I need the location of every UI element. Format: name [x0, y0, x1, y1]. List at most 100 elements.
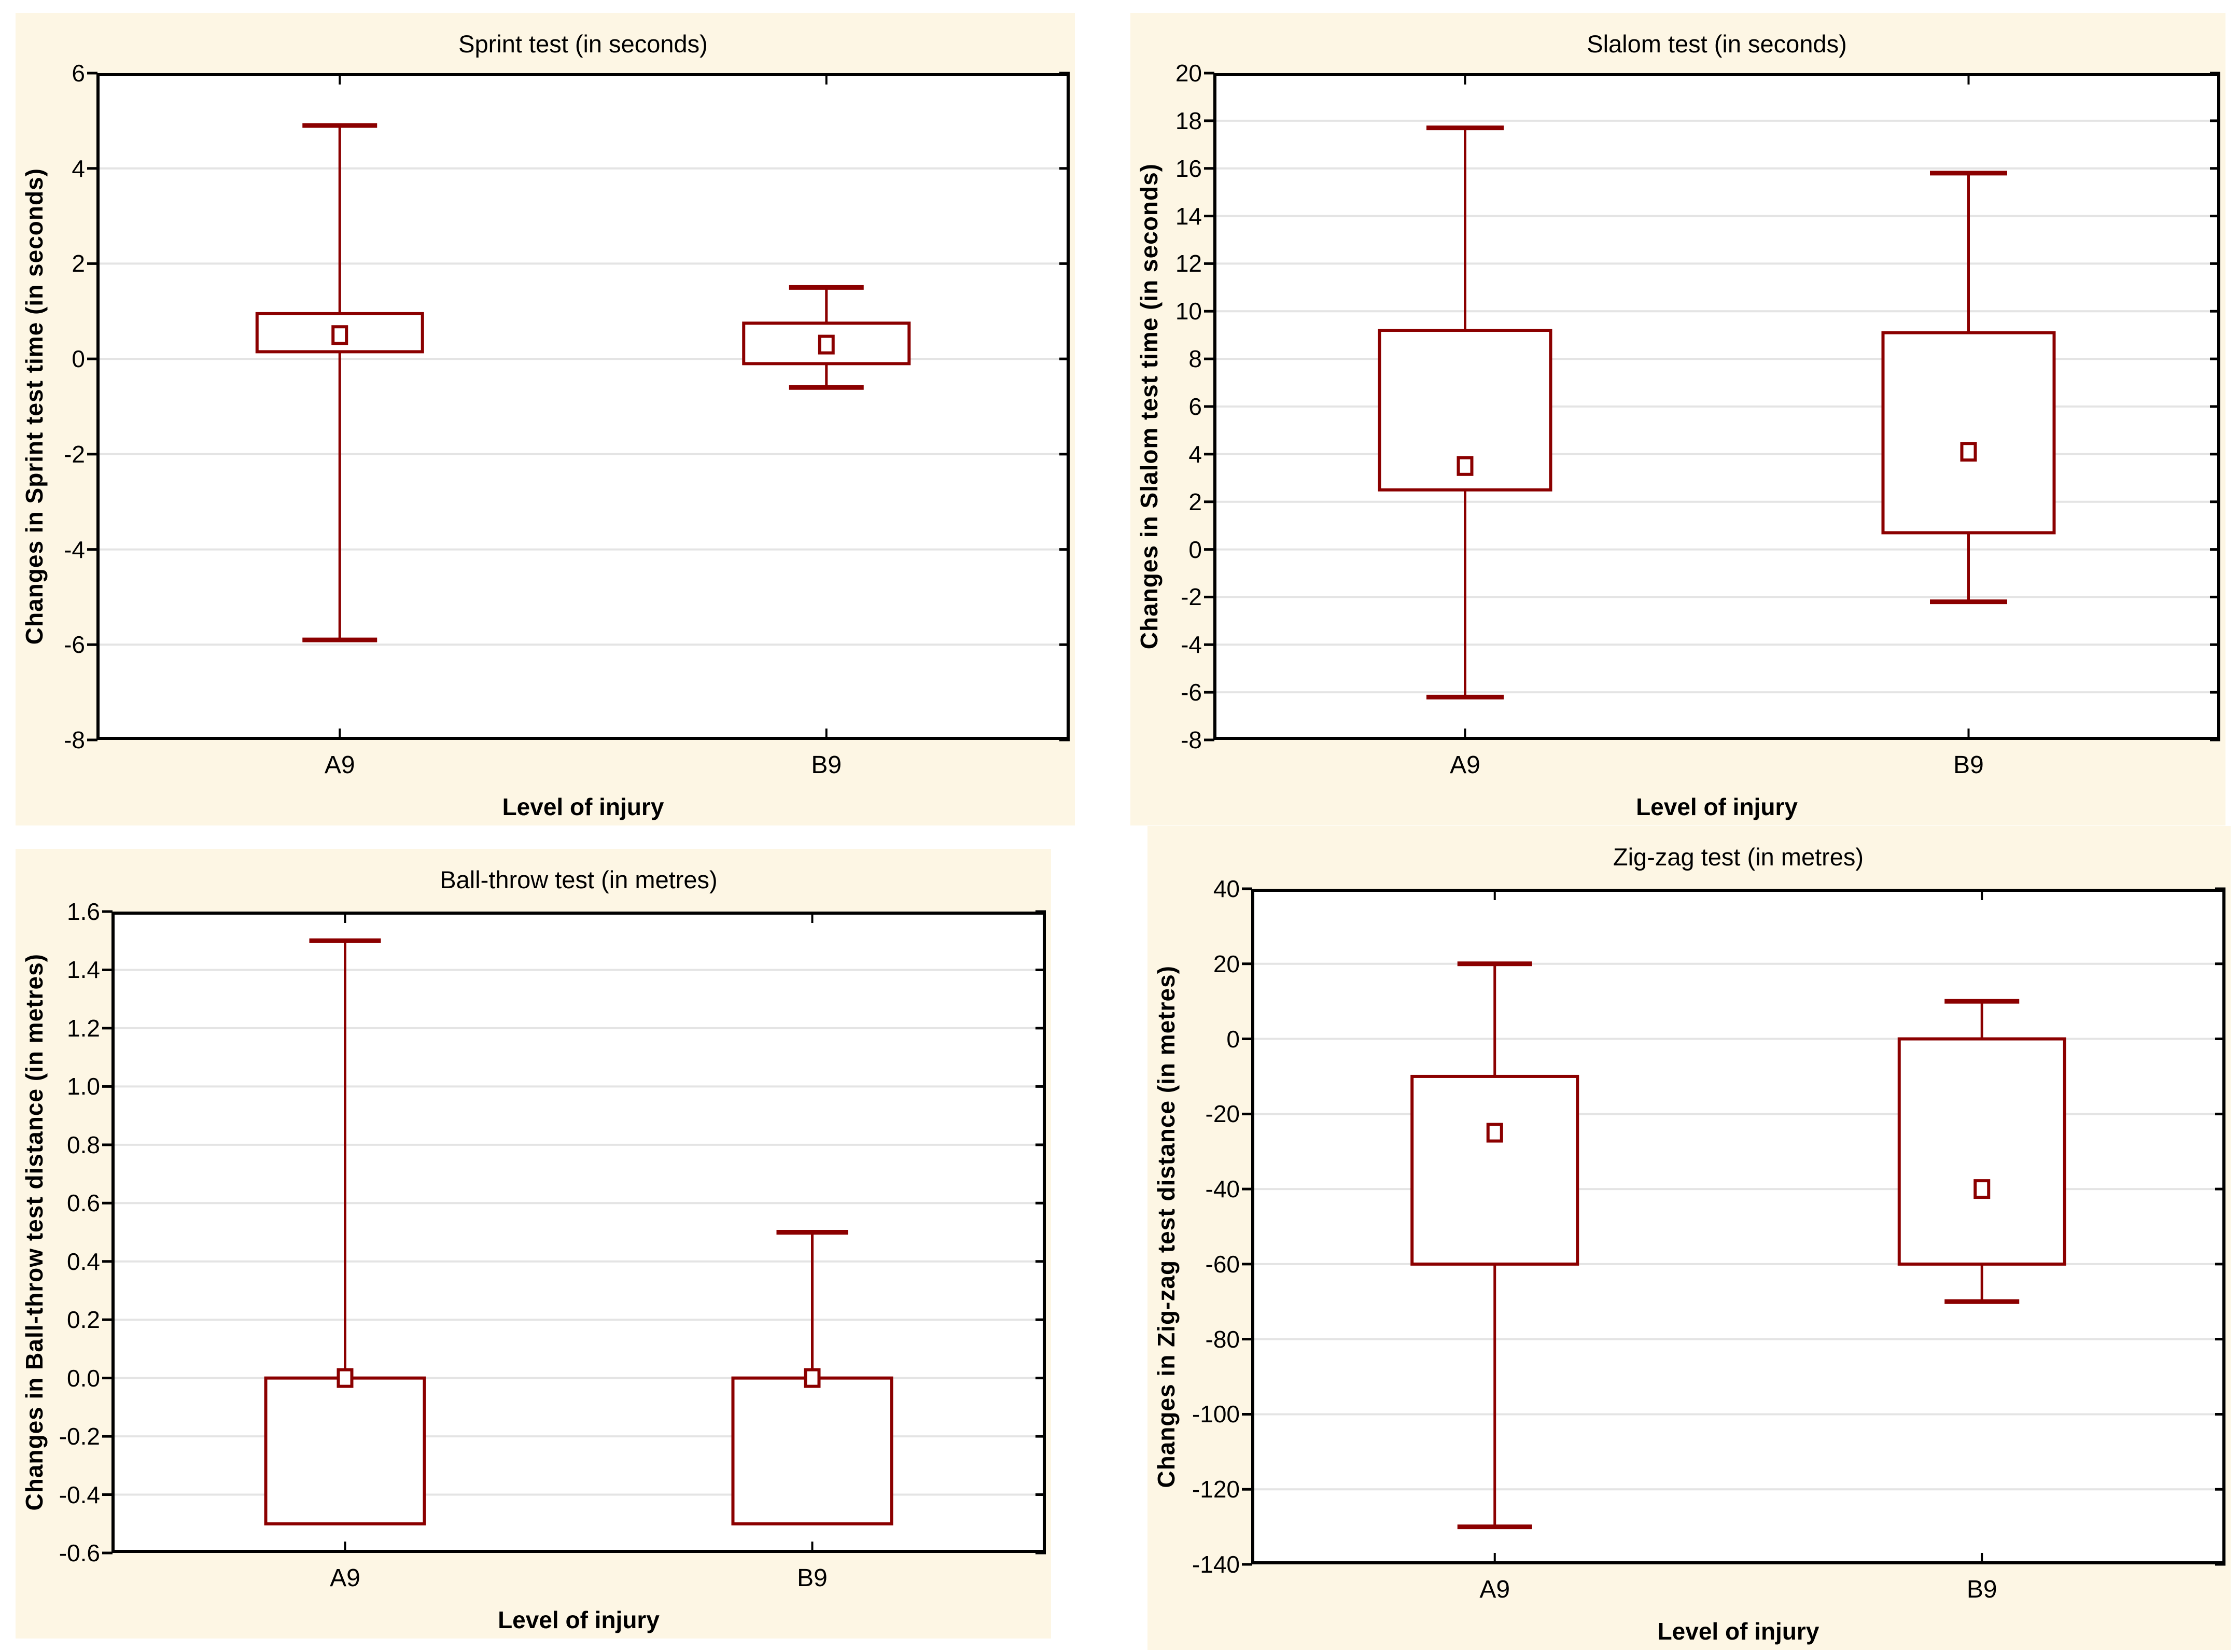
median-marker: [818, 334, 835, 355]
y-tick-label: -8: [1181, 726, 1202, 753]
y-tick-label: -6: [1181, 679, 1202, 706]
plot-area: [1242, 887, 2225, 1566]
plot-background: [1251, 889, 2225, 1564]
y-tick-label: 0.0: [67, 1364, 100, 1392]
y-tick-label: 2: [1188, 488, 1202, 515]
plot-area: [102, 910, 1046, 1555]
plot-border: [111, 912, 1046, 1553]
x-axis-label: Level of injury: [502, 793, 664, 820]
plot-area: [1204, 72, 2220, 741]
y-tick-label: 0.8: [67, 1131, 100, 1158]
y-tick-label: 16: [1175, 155, 1202, 182]
x-tick-label-A9: A9: [1450, 751, 1480, 779]
boxplot-B9: [1897, 999, 2066, 1304]
x-axis-label: Level of injury: [498, 1606, 660, 1633]
panel-zig-zag-test: Zig-zag test (in metres) Changes in Zig-…: [1147, 826, 2231, 1650]
y-tick-label: 0.2: [67, 1306, 100, 1334]
y-tick-label: 2: [72, 250, 85, 277]
y-tick-label: -100: [1192, 1401, 1240, 1428]
y-tick-label: -80: [1205, 1325, 1240, 1353]
y-tick-label: -20: [1205, 1100, 1240, 1128]
x-tick-label-B9: B9: [1953, 751, 1984, 779]
median-marker: [337, 1368, 354, 1388]
plot-background: [111, 912, 1046, 1553]
median-marker: [1973, 1179, 1991, 1199]
y-tick-label: 0.6: [67, 1189, 100, 1217]
boxplot-A9: [255, 123, 424, 642]
box-iqr: [731, 1376, 893, 1525]
boxplot-A9: [264, 938, 426, 1525]
chart-title: Ball-throw test (in metres): [440, 866, 718, 893]
y-tick-label: 1.2: [67, 1014, 100, 1042]
x-axis-label: Level of injury: [1657, 1618, 1819, 1645]
y-tick-label: -6: [64, 631, 85, 659]
boxplot-B9: [1881, 171, 2056, 605]
y-tick-labels: 1.6 1.4 1.2 1.0 0.8 0.6 0.4 0.2 0.0 -0.2 -0.4 -0.6: [16, 899, 100, 1566]
box-iqr: [742, 321, 911, 366]
y-tick-label: -120: [1192, 1476, 1240, 1503]
y-tick-labels: 20 18 16 14 12 10 8 6 4 2 0 -2 -4 -6 -8: [1130, 60, 1202, 753]
chart-grid: [1213, 119, 2220, 694]
y-tick-label: -60: [1205, 1250, 1240, 1278]
panel-sprint-test: Sprint test (in seconds) Changes in Spri…: [16, 13, 1075, 825]
plot-border: [1213, 73, 2220, 740]
y-tick-label: -40: [1205, 1175, 1240, 1203]
boxplot-B9: [742, 285, 911, 390]
x-tick-label-B9: B9: [797, 1564, 828, 1592]
chart-title: Zig-zag test (in metres): [1613, 843, 1864, 871]
boxplot-B9: [731, 1230, 893, 1525]
plot-border: [96, 73, 1070, 740]
plot-background: [96, 73, 1070, 740]
x-tick-label-A9: A9: [330, 1564, 360, 1592]
y-tick-label: 1.0: [67, 1073, 100, 1100]
y-tick-label: -0.6: [59, 1539, 100, 1566]
median-marker: [804, 1368, 821, 1388]
x-tick-label-A9: A9: [324, 751, 355, 779]
y-tick-label: 0.4: [67, 1248, 100, 1275]
y-tick-label: 40: [1213, 875, 1240, 902]
y-tick-label: 1.6: [67, 898, 100, 925]
box-iqr: [1897, 1037, 2066, 1266]
median-marker: [331, 325, 348, 345]
x-tick-label-B9: B9: [811, 751, 842, 779]
y-tick-label: 14: [1175, 202, 1202, 230]
y-tick-label: -4: [1181, 631, 1202, 659]
plot-area: [87, 72, 1070, 741]
y-tick-labels: 6 4 2 0 -2 -4 -6 -8: [16, 60, 85, 753]
y-tick-label: 6: [1188, 393, 1202, 420]
y-tick-label: 10: [1175, 298, 1202, 325]
y-tick-label: 18: [1175, 107, 1202, 134]
y-tick-label: 6: [72, 60, 85, 87]
y-tick-label: -2: [64, 440, 85, 468]
y-tick-label: 20: [1213, 950, 1240, 977]
panel-ball-throw-test: Ball-throw test (in metres) Changes in B…: [16, 849, 1051, 1639]
y-tick-labels: 40 20 0 -20 -40 -60 -80 -100 -120 -140: [1147, 876, 1240, 1577]
y-tick-label: 1.4: [67, 956, 100, 984]
panel-slalom-test: Slalom test (in seconds) Changes in Slal…: [1130, 13, 2225, 825]
y-tick-label: 4: [1188, 440, 1202, 468]
y-tick-label: -140: [1192, 1551, 1240, 1578]
y-tick-label: 4: [72, 155, 85, 182]
y-tick-label: -0.2: [59, 1423, 100, 1450]
y-tick-label: 0: [72, 345, 85, 373]
x-tick-label-A9: A9: [1479, 1576, 1510, 1603]
median-marker: [1486, 1123, 1503, 1143]
box-iqr: [1410, 1074, 1579, 1266]
y-tick-label: -0.4: [59, 1481, 100, 1508]
y-tick-label: -8: [64, 726, 85, 753]
y-tick-label: 12: [1175, 250, 1202, 277]
box-iqr: [264, 1376, 426, 1525]
y-tick-label: 0: [1188, 536, 1202, 563]
median-marker: [1960, 442, 1977, 462]
median-marker: [1457, 456, 1474, 476]
y-tick-label: -2: [1181, 583, 1202, 611]
y-tick-label: 0: [1226, 1025, 1240, 1053]
x-axis-label: Level of injury: [1636, 793, 1798, 820]
boxplot-A9: [1410, 961, 1579, 1530]
y-tick-label: 8: [1188, 345, 1202, 373]
x-tick-label-B9: B9: [1966, 1576, 1997, 1603]
box-iqr: [1881, 331, 2056, 535]
y-tick-label: -4: [64, 536, 85, 563]
chart-title: Slalom test (in seconds): [1587, 30, 1847, 58]
